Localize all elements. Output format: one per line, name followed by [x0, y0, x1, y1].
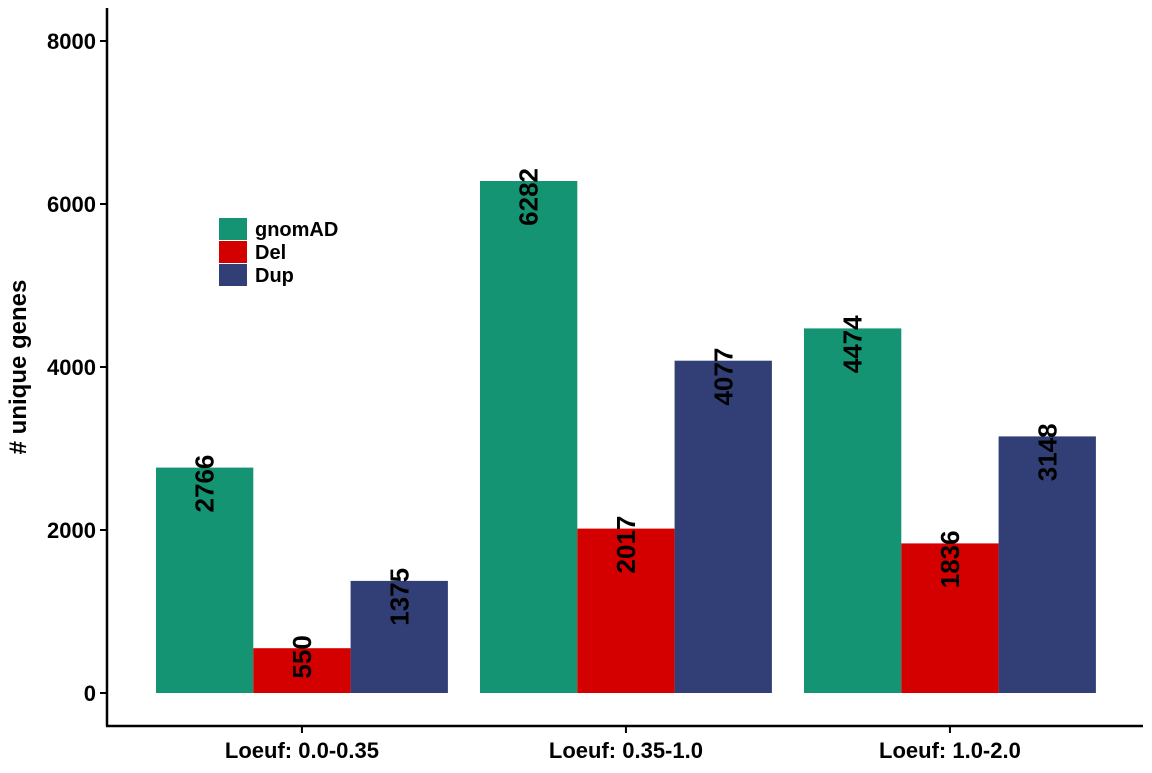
bar-value-label: 3148	[1032, 423, 1062, 481]
y-tick-label: 8000	[47, 29, 96, 54]
bar-value-label: 2766	[190, 455, 220, 513]
legend-label-del: Del	[255, 242, 286, 264]
bar-del-0	[253, 648, 351, 693]
y-tick-label: 6000	[47, 192, 96, 217]
y-tick-label: 2000	[47, 518, 96, 543]
bar-value-label: 550	[287, 635, 317, 678]
bar-value-label: 1836	[935, 530, 965, 588]
bar-value-label: 2017	[611, 516, 641, 574]
bar-value-label: 4474	[838, 315, 868, 373]
bars-layer	[156, 181, 1096, 693]
bar-gnomad-0	[156, 467, 254, 693]
bar-del-1	[577, 528, 675, 693]
legend-swatch-gnomad	[219, 218, 247, 240]
bar-value-label: 4077	[708, 348, 738, 406]
legend-swatch-del	[219, 241, 247, 263]
legend-label-gnomad: gnomAD	[255, 219, 338, 241]
y-axis-title: # unique genes	[5, 280, 32, 455]
legend-label-dup: Dup	[255, 265, 294, 287]
y-tick-label: 4000	[47, 355, 96, 380]
x-tick-label: Loeuf: 0.35-1.0	[549, 738, 703, 763]
ticks-layer: Loeuf: 0.0-0.35 Loeuf: 0.35-1.0 Loeuf: 1.0…	[47, 29, 1021, 763]
data-labels-layer: 2766 550 1375 6282 2017 4077 4474 1836 3148	[190, 168, 1063, 679]
bar-dup-2	[998, 436, 1096, 693]
bar-gnomad-1	[480, 181, 578, 693]
legend-swatch-dup	[219, 264, 247, 286]
x-tick-label: Loeuf: 0.0-0.35	[225, 738, 379, 763]
y-tick-label: 0	[84, 681, 96, 706]
bar-dup-1	[674, 360, 772, 693]
bar-value-label: 6282	[514, 168, 544, 226]
bar-del-2	[901, 543, 999, 693]
bar-gnomad-2	[804, 328, 902, 693]
bar-value-label: 1375	[384, 568, 414, 626]
axes-layer: # unique genes	[5, 8, 1143, 728]
bar-dup-0	[350, 580, 448, 693]
x-tick-label: Loeuf: 1.0-2.0	[879, 738, 1021, 763]
